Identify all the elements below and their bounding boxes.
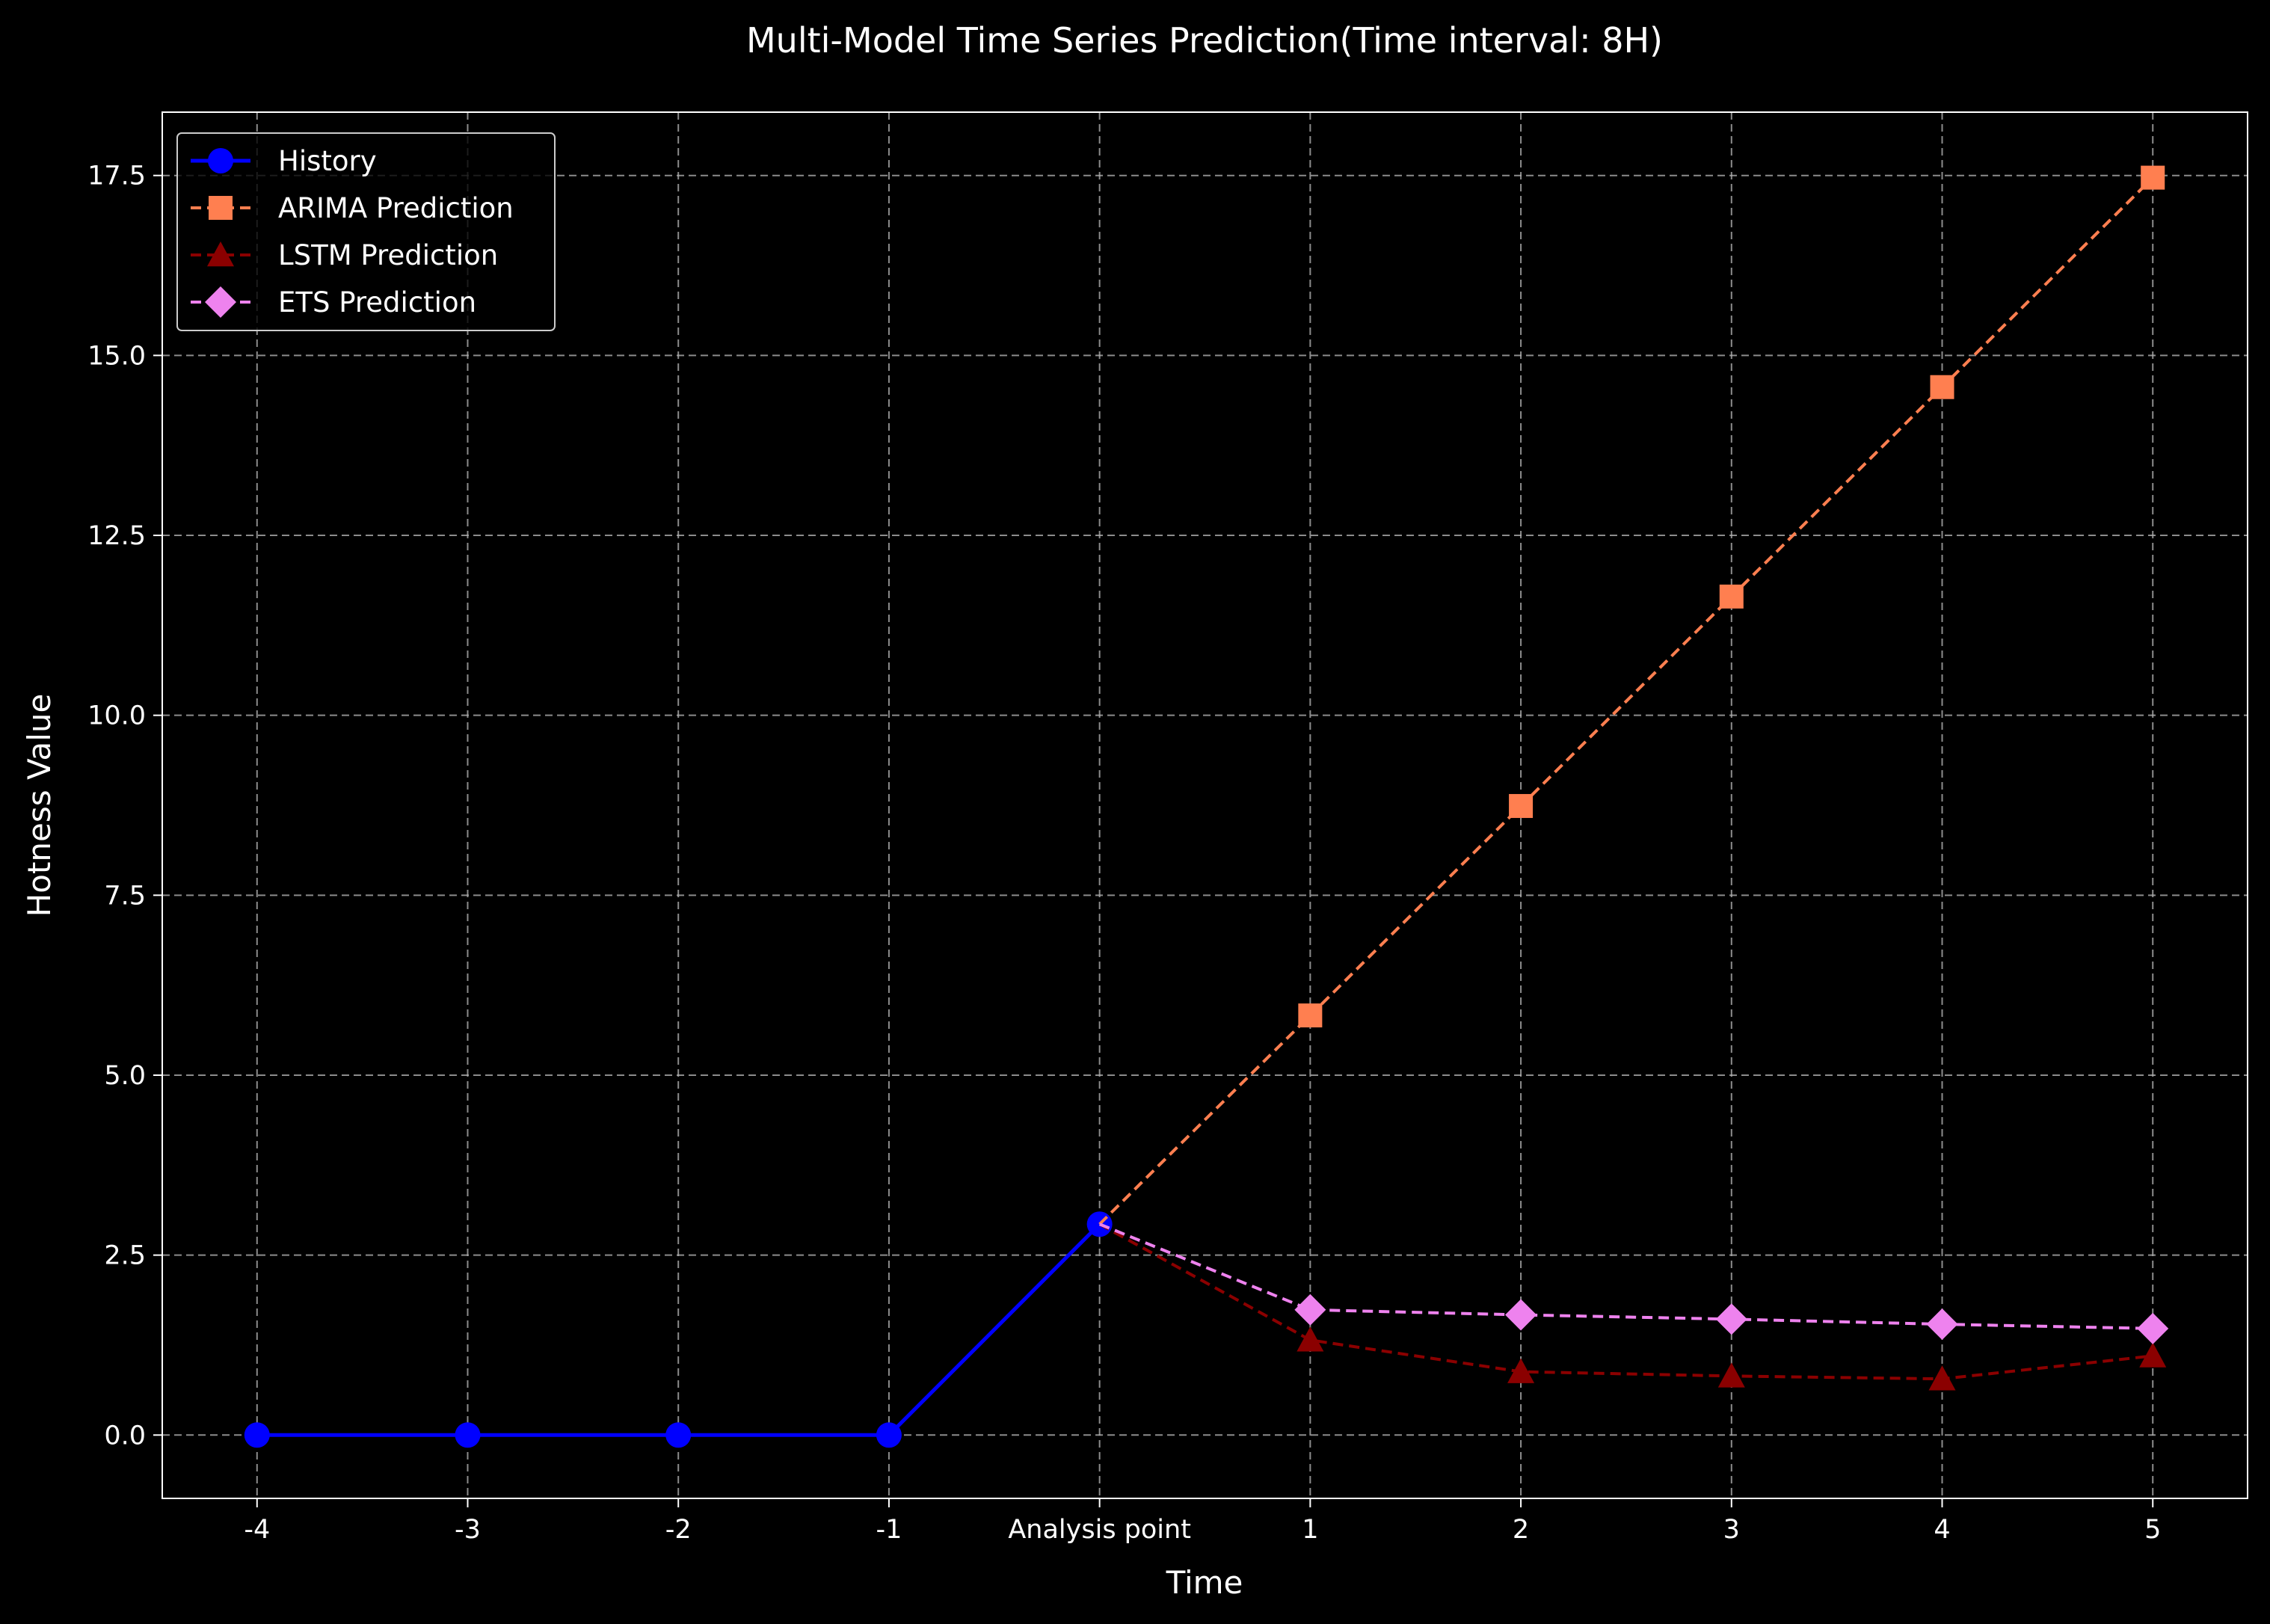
data-point-history	[665, 1422, 692, 1448]
legend-marker-arima-prediction	[209, 196, 233, 220]
x-axis-label: Time	[1166, 1564, 1243, 1601]
x-tick-label: -2	[665, 1515, 692, 1545]
y-tick-label: 12.5	[87, 521, 146, 551]
data-point-lstm-prediction	[2139, 1342, 2167, 1368]
plot-area-frame	[162, 111, 2248, 1499]
legend-label-history: History	[278, 145, 377, 177]
y-tick-label: 2.5	[104, 1241, 146, 1271]
data-point-arima-prediction	[1509, 793, 1534, 818]
data-point-arima-prediction	[2141, 165, 2165, 190]
data-point-history	[455, 1422, 481, 1448]
x-tick-label: -3	[455, 1515, 481, 1545]
data-point-ets-prediction	[1294, 1294, 1326, 1326]
data-point-history	[876, 1422, 902, 1448]
legend-label-ets-prediction: ETS Prediction	[278, 286, 476, 319]
legend-item-arima-prediction: ARIMA Prediction	[191, 192, 514, 224]
legend-label-arima-prediction: ARIMA Prediction	[278, 192, 514, 224]
grid-lines	[162, 112, 2248, 1498]
data-point-arima-prediction	[1719, 584, 1744, 609]
x-tick-label: -4	[244, 1515, 270, 1545]
legend-marker-lstm-prediction	[207, 242, 234, 267]
legend-box	[176, 132, 556, 331]
series-ets-prediction	[1098, 1222, 2169, 1344]
data-point-lstm-prediction	[1717, 1362, 1745, 1388]
chart-title: Multi-Model Time Series Prediction(Time …	[746, 20, 1663, 61]
y-tick-label: 5.0	[104, 1061, 146, 1091]
x-tick-label: Analysis point	[1008, 1515, 1191, 1545]
x-tick-label: 2	[1513, 1515, 1529, 1545]
legend-item-history: History	[191, 145, 377, 177]
plot-series	[244, 165, 2169, 1448]
data-point-arima-prediction	[1930, 375, 1954, 399]
axis-ticks: -4 -3 -2 -1 Analysis point 1 2 3 4 5 0.0 2.5 5.0 7.5 1…	[87, 162, 2161, 1545]
series-line-lstm-prediction	[1098, 1222, 2153, 1381]
x-tick-label: 5	[2144, 1515, 2161, 1545]
y-tick-label: 15.0	[87, 341, 146, 371]
legend: History ARIMA Prediction LSTM Prediction ET…	[176, 132, 556, 331]
y-tick-label: 7.5	[104, 881, 146, 911]
x-tick-label: -1	[876, 1515, 902, 1545]
y-axis-label: Hotness Value	[21, 694, 58, 917]
x-tick-label: 4	[1934, 1515, 1950, 1545]
data-point-lstm-prediction	[1928, 1365, 1956, 1391]
data-point-ets-prediction	[1505, 1299, 1537, 1331]
data-point-ets-prediction	[1715, 1303, 1747, 1335]
legend-marker-history	[208, 148, 233, 173]
legend-label-lstm-prediction: LSTM Prediction	[278, 239, 498, 271]
legend-marker-ets-prediction	[205, 286, 236, 318]
data-point-arima-prediction	[1298, 1003, 1323, 1028]
series-arima-prediction	[1098, 165, 2165, 1225]
y-tick-label: 10.0	[87, 701, 146, 731]
series-line-ets-prediction	[1098, 1222, 2153, 1330]
data-point-ets-prediction	[1926, 1308, 1958, 1341]
series-lstm-prediction	[1098, 1222, 2167, 1391]
x-tick-label: 3	[1723, 1515, 1740, 1545]
x-tick-label: 1	[1302, 1515, 1318, 1545]
legend-item-ets-prediction: ETS Prediction	[191, 286, 476, 319]
y-tick-label: 0.0	[104, 1421, 146, 1451]
y-tick-label: 17.5	[87, 162, 146, 191]
data-point-lstm-prediction	[1297, 1326, 1324, 1352]
data-point-lstm-prediction	[1507, 1358, 1535, 1383]
data-point-ets-prediction	[2137, 1312, 2169, 1344]
legend-item-lstm-prediction: LSTM Prediction	[191, 239, 498, 271]
series-line-arima-prediction	[1098, 176, 2154, 1225]
data-point-history	[244, 1422, 270, 1448]
